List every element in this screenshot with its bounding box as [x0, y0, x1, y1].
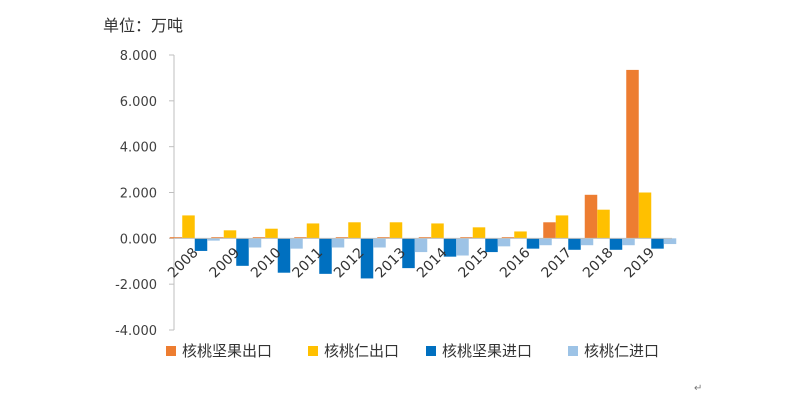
bar: [194, 238, 208, 251]
y-tick-label: 4.000: [120, 141, 157, 156]
bar: [418, 237, 432, 239]
bar: [373, 238, 386, 248]
x-tick-label: 2017: [539, 245, 576, 282]
legend-swatch: [308, 346, 318, 356]
bar: [597, 209, 610, 239]
bar: [609, 238, 623, 250]
x-tick-label: 2019: [622, 245, 659, 282]
footer-mark: ↵: [694, 383, 702, 394]
bar: [485, 238, 498, 253]
bar: [501, 237, 515, 239]
bar: [626, 69, 639, 239]
bar: [223, 230, 237, 239]
bar: [211, 237, 224, 239]
bar: [182, 215, 195, 239]
bar: [555, 215, 569, 239]
bar: [252, 237, 266, 239]
bar: [319, 238, 332, 274]
bar: [580, 238, 594, 246]
bar: [526, 238, 540, 249]
bar: [539, 238, 552, 246]
x-tick-label: 2016: [497, 245, 534, 282]
bar: [431, 223, 444, 239]
bar: [651, 238, 664, 249]
unit-label: 单位：万吨: [103, 16, 183, 35]
x-tick-label: 2018: [580, 245, 617, 282]
bar: [306, 223, 320, 239]
bar: [472, 227, 486, 239]
legend: 核桃坚果出口 核桃仁出口 核桃坚果进口 核桃仁进口: [166, 342, 659, 360]
bar: [335, 237, 349, 239]
bar: [331, 238, 345, 248]
bar: [265, 228, 278, 239]
bar: [402, 238, 415, 269]
legend-swatch: [568, 346, 578, 356]
bar: [169, 237, 183, 239]
y-tick-label: 0.000: [120, 232, 157, 247]
bar: [543, 222, 556, 239]
y-tick-label: 2.000: [120, 187, 157, 202]
bar: [638, 192, 652, 239]
bar: [514, 231, 527, 239]
legend-label: 核桃坚果出口: [182, 342, 272, 360]
bar: [456, 238, 469, 256]
bar: [377, 237, 390, 239]
bar: [622, 238, 635, 246]
bar: [360, 238, 374, 279]
bar: [460, 237, 473, 239]
y-tick-label: -2.000: [115, 278, 157, 293]
bar: [236, 238, 249, 266]
bar: [443, 238, 457, 257]
legend-label: 核桃仁出口: [324, 342, 399, 360]
legend-label: 核桃坚果进口: [442, 342, 532, 360]
bar: [414, 238, 428, 253]
bar: [568, 238, 581, 250]
bar: [389, 222, 403, 239]
bar: [290, 238, 303, 249]
bar: [663, 238, 677, 245]
y-tick-label: 8.000: [120, 49, 157, 64]
bar: [584, 194, 598, 239]
legend-label: 核桃仁进口: [584, 342, 659, 360]
legend-swatch: [426, 346, 436, 356]
bar: [207, 238, 220, 241]
y-tick-label: -4.000: [115, 324, 157, 339]
legend-swatch: [166, 346, 176, 356]
bar: [497, 238, 511, 247]
y-tick-label: 6.000: [120, 95, 157, 110]
plot-area: 8.0006.0004.0002.0000.000-2.000-4.000200…: [115, 49, 677, 339]
bar: [248, 238, 262, 248]
bar: [348, 222, 361, 239]
bar: [277, 238, 291, 273]
bar: [294, 237, 307, 239]
